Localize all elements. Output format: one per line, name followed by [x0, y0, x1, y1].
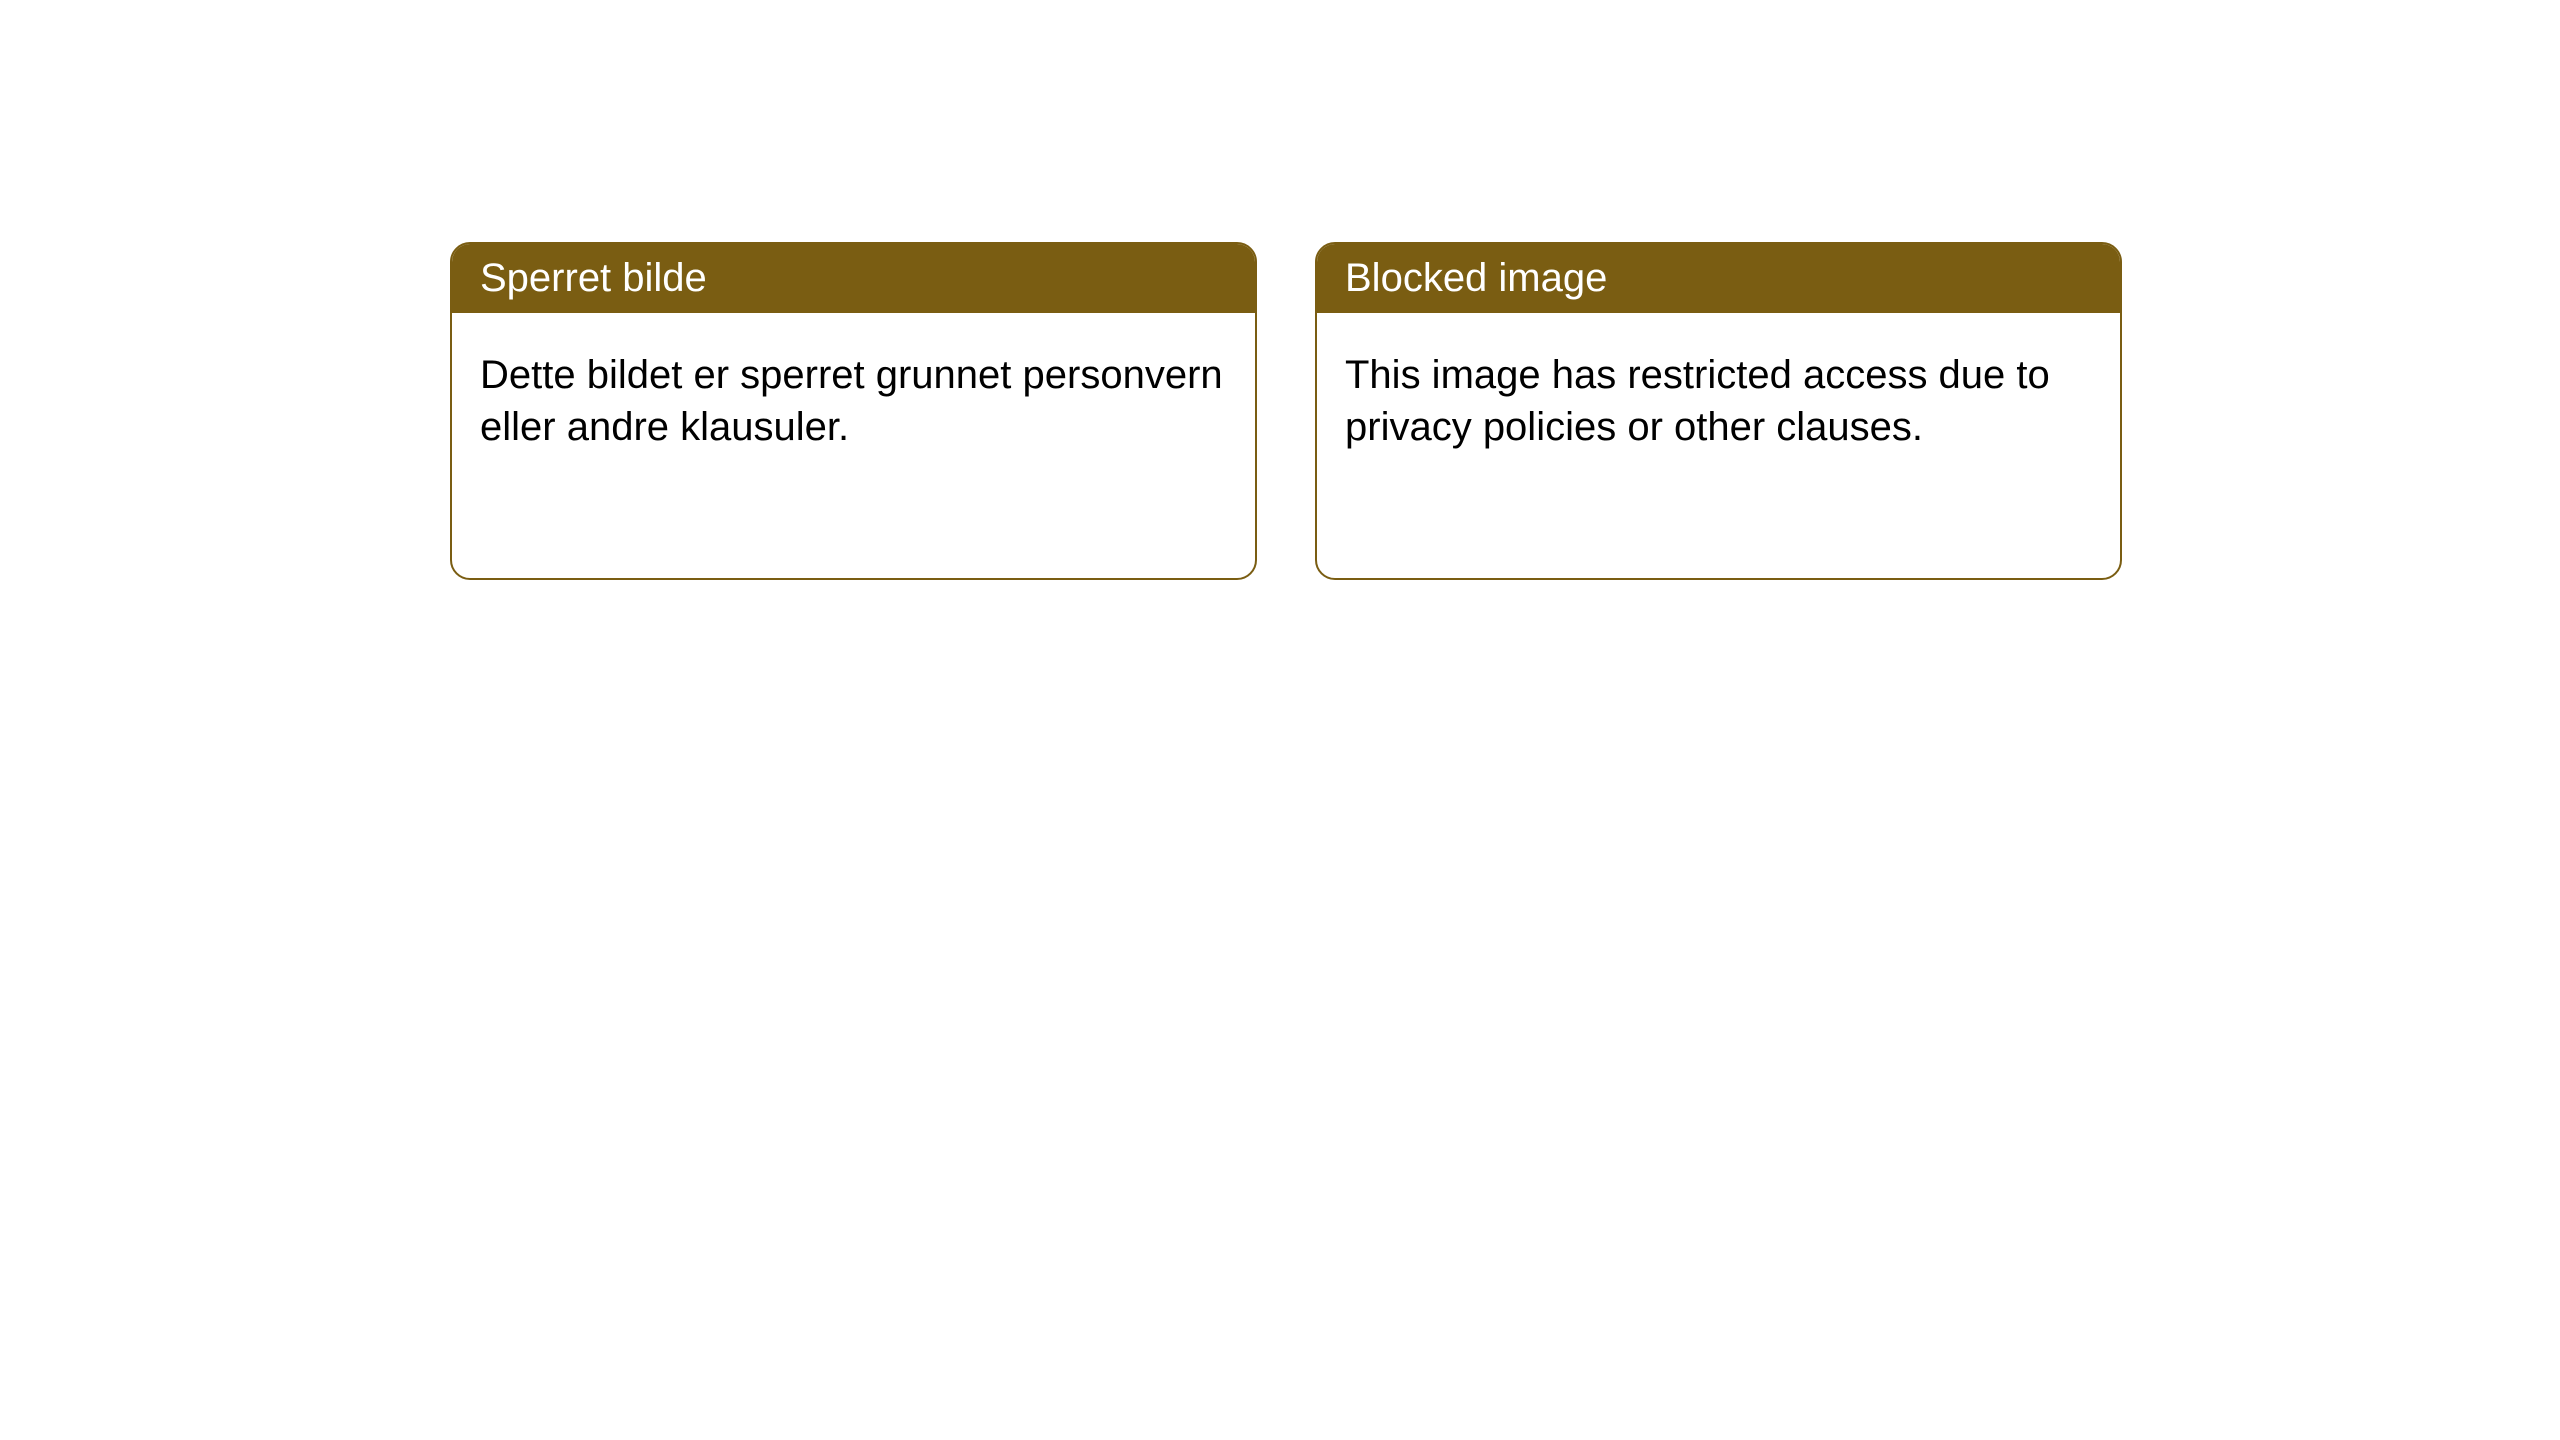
notice-card-header: Sperret bilde: [452, 244, 1255, 313]
notice-cards-container: Sperret bilde Dette bildet er sperret gr…: [0, 0, 2560, 580]
notice-card-english: Blocked image This image has restricted …: [1315, 242, 2122, 580]
notice-card-header: Blocked image: [1317, 244, 2120, 313]
notice-title: Sperret bilde: [480, 256, 707, 300]
notice-card-body: Dette bildet er sperret grunnet personve…: [452, 313, 1255, 489]
notice-title: Blocked image: [1345, 256, 1607, 300]
notice-card-norwegian: Sperret bilde Dette bildet er sperret gr…: [450, 242, 1257, 580]
notice-body-text: Dette bildet er sperret grunnet personve…: [480, 353, 1223, 449]
notice-body-text: This image has restricted access due to …: [1345, 353, 2050, 449]
notice-card-body: This image has restricted access due to …: [1317, 313, 2120, 489]
